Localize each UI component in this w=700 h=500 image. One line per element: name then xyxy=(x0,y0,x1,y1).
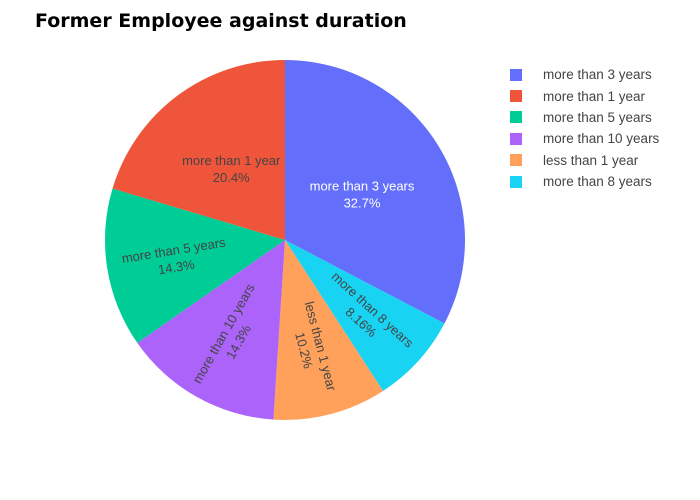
pie-slice-more-than-1-year[interactable] xyxy=(112,60,285,240)
pie-slice-more-than-10-years[interactable] xyxy=(137,240,285,420)
pie-slice-more-than-3-years[interactable] xyxy=(285,60,465,324)
legend-item-more-than-1-year[interactable]: more than 1 year xyxy=(510,85,659,106)
legend-item-more-than-8-years[interactable]: more than 8 years xyxy=(510,171,659,192)
legend: more than 3 years more than 1 year more th… xyxy=(510,64,659,192)
slice-label-more-than-3-years: more than 3 years 32.7% xyxy=(310,178,415,210)
legend-item-less-than-1-year[interactable]: less than 1 year xyxy=(510,150,659,171)
legend-label: more than 3 years xyxy=(543,67,652,83)
slice-label-name: more than 3 years xyxy=(310,178,415,193)
legend-item-more-than-10-years[interactable]: more than 10 years xyxy=(510,128,659,149)
slice-label-percent: 20.4% xyxy=(213,170,250,185)
legend-swatch xyxy=(510,111,522,124)
pie-slice-more-than-8-years[interactable] xyxy=(285,240,445,391)
legend-swatch xyxy=(510,68,522,81)
legend-label: more than 10 years xyxy=(543,131,660,147)
legend-label: more than 1 year xyxy=(543,88,646,104)
legend-swatch xyxy=(510,154,522,167)
slice-label-more-than-1-year: more than 1 year 20.4% xyxy=(182,153,281,185)
slice-label-percent: 32.7% xyxy=(344,195,381,210)
legend-label: more than 8 years xyxy=(543,174,652,190)
pie-slice-more-than-5-years[interactable] xyxy=(105,188,286,343)
legend-item-more-than-3-years[interactable]: more than 3 years xyxy=(510,64,659,85)
chart-title: Former Employee against duration xyxy=(35,10,407,32)
legend-swatch xyxy=(510,132,522,145)
legend-item-more-than-5-years[interactable]: more than 5 years xyxy=(510,107,659,128)
legend-swatch xyxy=(510,175,522,188)
legend-swatch xyxy=(510,90,522,103)
slice-label-name: more than 1 year xyxy=(182,153,281,168)
legend-label: less than 1 year xyxy=(543,152,639,168)
pie-slice-less-than-1-year[interactable] xyxy=(273,240,384,420)
legend-label: more than 5 years xyxy=(543,109,652,125)
slice-label-percent: 14.3% xyxy=(157,257,196,278)
